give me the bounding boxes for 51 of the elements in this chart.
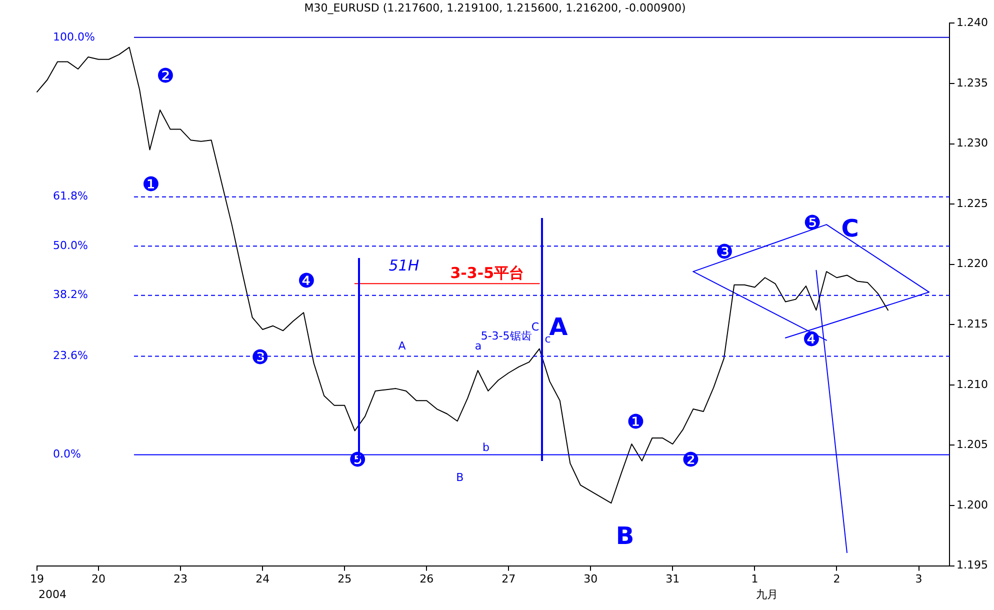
chart-title: M30_EURUSD (1.217600, 1.219100, 1.215600, 1.216200, -0.000900) bbox=[304, 1, 686, 14]
annotation: ❺ bbox=[803, 210, 822, 234]
annotation: ❶ bbox=[626, 409, 645, 434]
x-tick-label: 26 bbox=[420, 572, 434, 586]
x-tick-label: 23 bbox=[174, 572, 188, 586]
annotation: ❸ bbox=[716, 240, 734, 264]
text: 2004 bbox=[38, 588, 66, 601]
annotation: B bbox=[616, 522, 634, 550]
x-tick-label: 31 bbox=[666, 572, 680, 586]
annotation: ❸ bbox=[251, 345, 270, 370]
annotation: ❹ bbox=[802, 326, 820, 351]
annotation: C bbox=[531, 320, 540, 334]
y-tick-label: 1.235 bbox=[956, 76, 988, 90]
x-tick-label: 1 bbox=[751, 572, 758, 586]
x-tick-label: 3 bbox=[915, 572, 922, 586]
annotation: ❹ bbox=[297, 268, 316, 293]
x-tick-label: 25 bbox=[338, 572, 352, 586]
y2-tick-label: 38.2% bbox=[53, 288, 88, 302]
annotation: 51H bbox=[388, 256, 420, 274]
y-tick-label: 1.220 bbox=[956, 257, 988, 270]
y-tick-label: 1.210 bbox=[956, 378, 988, 391]
annotation: 5-3-5锯齿 bbox=[480, 330, 532, 343]
y-tick-label: 1.215 bbox=[956, 318, 988, 331]
annotation: a bbox=[474, 340, 482, 353]
x-tick-label: 24 bbox=[256, 572, 270, 586]
y-tick-label: 1.230 bbox=[956, 136, 988, 150]
y2-tick-label: 100.0% bbox=[53, 30, 95, 44]
annotation: ❶ bbox=[142, 172, 160, 196]
annotation: C bbox=[841, 214, 859, 242]
y-tick-label: 1.225 bbox=[956, 196, 988, 210]
annotation: ❷ bbox=[682, 448, 700, 472]
annotation: A bbox=[398, 340, 406, 353]
y-tick-label: 1.200 bbox=[956, 498, 988, 512]
y2-tick-label: 23.6% bbox=[53, 349, 88, 362]
annotation: b bbox=[482, 441, 490, 454]
y2-tick-label: 61.8% bbox=[53, 190, 88, 203]
x-tick-label: 20 bbox=[92, 572, 106, 586]
annotation: B bbox=[456, 471, 464, 484]
annotation: ❷ bbox=[156, 64, 174, 88]
x-tick-label: 30 bbox=[584, 572, 598, 586]
x-tick-label: 2 bbox=[833, 572, 840, 586]
x-tick-label: 19 bbox=[30, 572, 44, 586]
y2-tick-label: 0.0% bbox=[53, 448, 81, 461]
x-tick-label: 27 bbox=[502, 572, 516, 586]
y2-tick-label: 50.0% bbox=[53, 238, 88, 252]
series-label: 3-3-5平台 bbox=[450, 264, 524, 282]
annotation: A bbox=[549, 312, 568, 341]
y-tick-label: 1.195 bbox=[956, 558, 988, 572]
y-tick-label: 1.240 bbox=[956, 16, 988, 30]
y-tick-label: 1.205 bbox=[956, 438, 988, 452]
text: 九月 bbox=[756, 588, 778, 601]
